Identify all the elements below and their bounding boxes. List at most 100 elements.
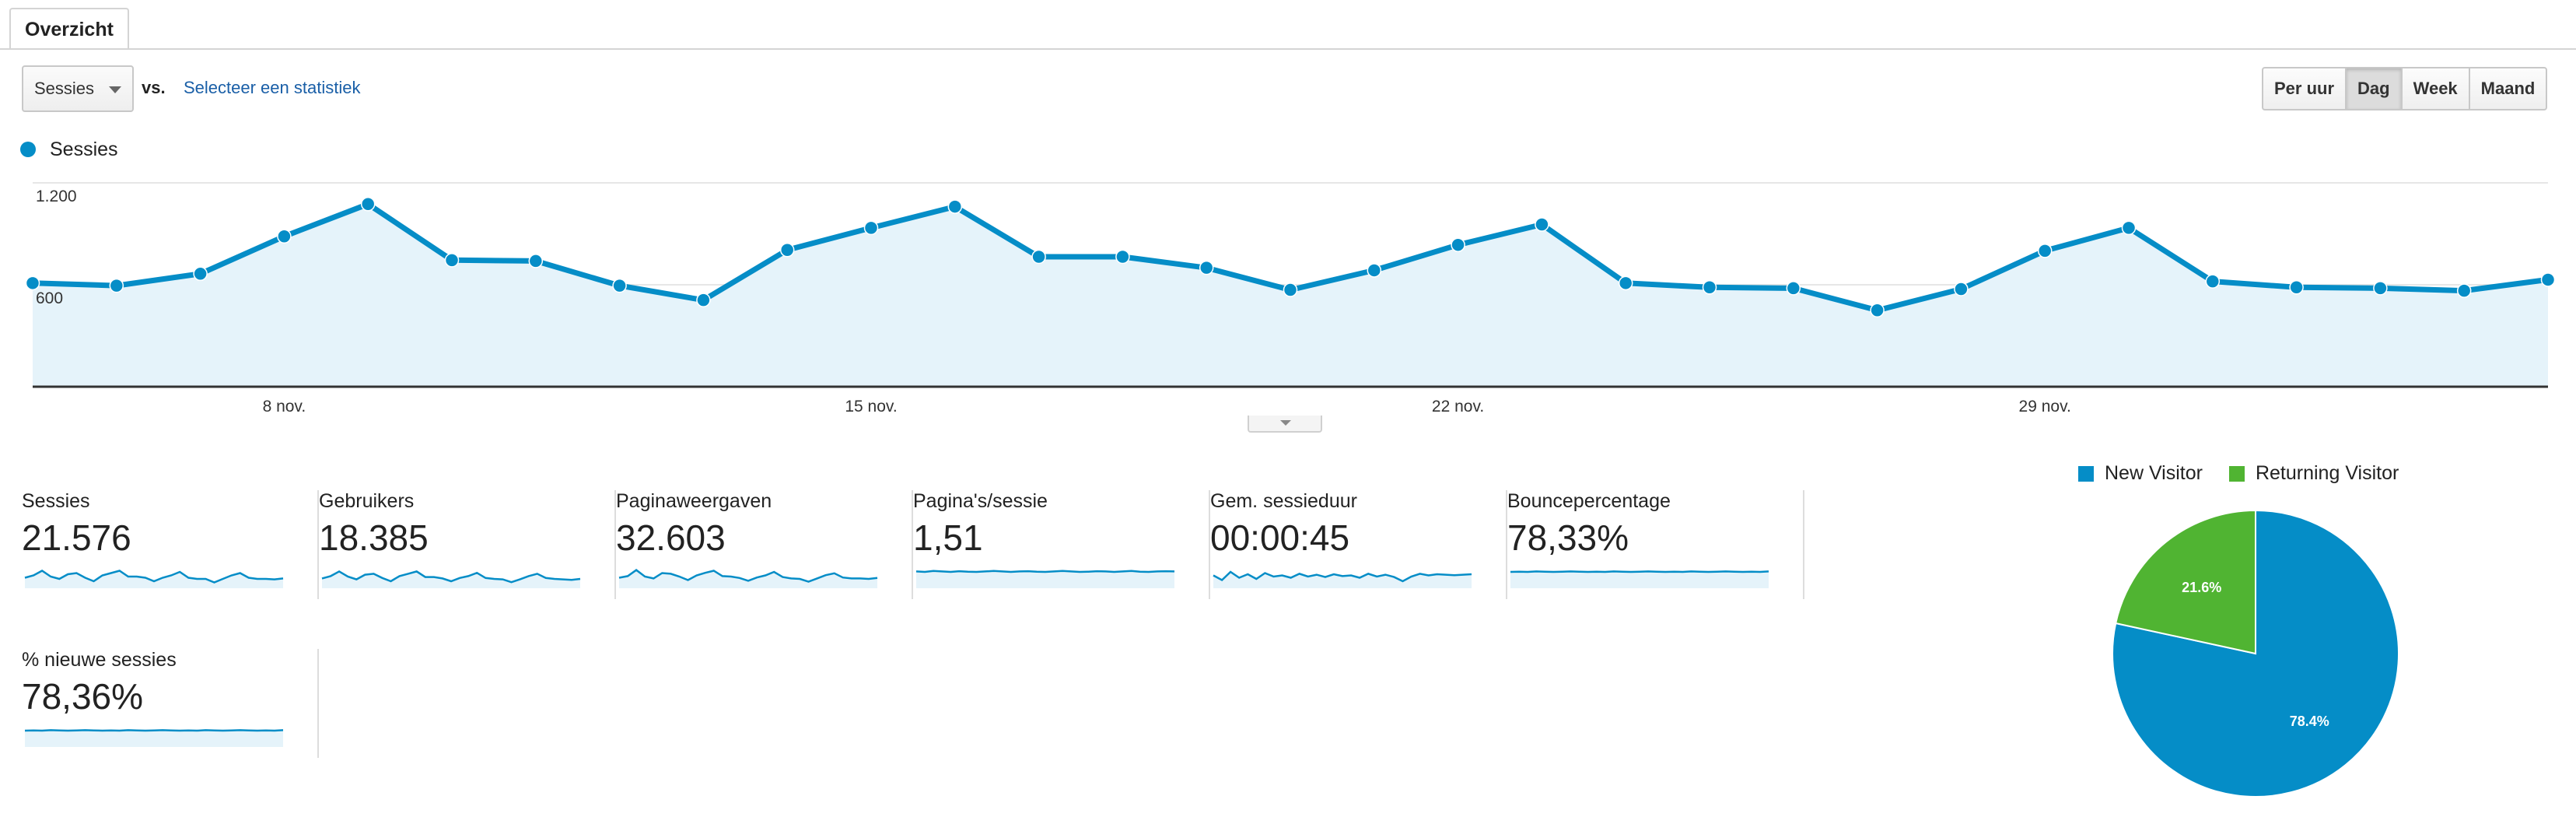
sessions-area-chart[interactable]: 1.200 600 8 nov. 15 nov. 22 nov. 29 nov. [0, 167, 2576, 416]
data-point[interactable] [1618, 275, 1633, 291]
metric-value: 1,51 [913, 517, 983, 558]
data-point[interactable] [612, 278, 627, 293]
sparkline-line [24, 570, 284, 584]
data-point[interactable] [2037, 244, 2053, 258]
y-tick-label: 1.200 [36, 188, 77, 205]
series-legend-label[interactable]: Sessies [50, 139, 118, 160]
metric-tile[interactable]: Gebruikers 18.385 [319, 490, 616, 599]
metric-sparkline [618, 569, 878, 588]
pie-legend-returning-visitor[interactable]: Returning Visitor [2255, 462, 2399, 484]
data-point[interactable] [109, 278, 124, 293]
data-point[interactable] [1870, 303, 1885, 317]
metric-value: 78,36% [22, 676, 144, 717]
metric-value: 18.385 [319, 517, 429, 558]
metric-sparkline [1510, 570, 1769, 588]
sparkline-area [619, 570, 877, 588]
chart-collapse-toggle[interactable] [1248, 416, 1322, 433]
chevron-down-icon [1280, 420, 1291, 426]
metric-label: Bouncepercentage [1507, 490, 1671, 512]
metric-sparkline [24, 729, 284, 747]
metric-label: Sessies [22, 490, 90, 512]
metric-tile[interactable]: % nieuwe sessies 78,36% [22, 649, 319, 758]
metric-tile[interactable]: Paginaweergaven 32.603 [616, 490, 913, 599]
metric-label: Gem. sessieduur [1210, 490, 1357, 512]
sparkline-area [322, 571, 580, 588]
data-point[interactable] [2373, 281, 2388, 296]
x-tick-label: 29 nov. [2019, 398, 2071, 416]
data-point[interactable] [1702, 280, 1717, 295]
data-point[interactable] [2121, 220, 2137, 236]
x-tick-label: 22 nov. [1432, 398, 1484, 416]
data-point[interactable] [360, 197, 376, 212]
tab-overzicht[interactable]: Overzicht [9, 8, 129, 48]
metric-sparkline [24, 570, 284, 588]
granularity-day-button[interactable]: Dag [2345, 67, 2403, 110]
sparkline-line [321, 570, 581, 584]
data-point[interactable] [1115, 249, 1130, 265]
pie-legend-new-visitor[interactable]: New Visitor [2105, 462, 2203, 484]
compare-metric-link[interactable]: Selecteer een statistiek [184, 78, 361, 97]
metric-label: Gebruikers [319, 490, 415, 512]
metric-select-value: Sessies [34, 79, 95, 98]
data-point[interactable] [2205, 274, 2221, 289]
y-tick-label: 600 [36, 289, 63, 307]
metric-sparkline [321, 570, 581, 588]
metric-tile[interactable]: Sessies 21.576 [22, 490, 319, 599]
data-point[interactable] [1451, 237, 1465, 252]
data-point[interactable] [1367, 263, 1382, 278]
sparkline-line [1213, 570, 1472, 583]
sparkline-line [1510, 570, 1769, 573]
metric-value: 21.576 [22, 517, 131, 558]
granularity-button-group: Per uur Dag Week Maand [2262, 67, 2548, 110]
data-point[interactable] [528, 254, 544, 268]
metric-tile[interactable]: Pagina's/sessie 1,51 [913, 490, 1210, 599]
vs-label: vs. [142, 78, 166, 97]
metric-sparkline [915, 570, 1175, 588]
metric-label: Paginaweergaven [616, 490, 772, 512]
sparkline-area [25, 730, 283, 747]
pie-slice-returning-visitor[interactable] [2115, 509, 2256, 655]
metric-tile[interactable]: Bouncepercentage 78,33% [1507, 490, 1804, 599]
sparkline-area [25, 570, 283, 588]
data-point[interactable] [1954, 282, 1969, 296]
sparkline-area [916, 570, 1174, 588]
data-point[interactable] [277, 229, 292, 244]
metric-value: 00:00:45 [1210, 517, 1350, 558]
sparkline-line [618, 569, 878, 583]
data-point[interactable] [2540, 272, 2556, 287]
data-point[interactable] [193, 266, 208, 282]
granularity-hour-button[interactable]: Per uur [2262, 67, 2347, 110]
data-point[interactable] [696, 293, 711, 307]
metric-label: % nieuwe sessies [22, 649, 177, 671]
sparkline-line [915, 570, 1175, 573]
sparkline-line [24, 729, 284, 732]
pie-legend-swatch-new [2078, 465, 2094, 482]
visitor-type-pie-chart[interactable]: 78.4% 21.6% [2100, 506, 2411, 809]
pie-legend-swatch-returning [2228, 465, 2245, 482]
data-point[interactable] [444, 253, 460, 268]
metric-select[interactable]: Sessies [22, 65, 134, 112]
data-point[interactable] [779, 242, 795, 258]
data-point[interactable] [863, 220, 879, 236]
pie-legend: New Visitor Returning Visitor [2078, 462, 2399, 485]
metric-sparkline [1213, 570, 1472, 588]
data-point[interactable] [2456, 283, 2472, 298]
data-point[interactable] [1283, 282, 1298, 297]
data-point[interactable] [1031, 249, 1046, 265]
data-point[interactable] [1199, 260, 1214, 275]
granularity-month-button[interactable]: Maand [2468, 67, 2548, 110]
x-tick-label: 15 nov. [845, 398, 897, 416]
metric-value: 78,33% [1507, 517, 1629, 558]
data-point[interactable] [2289, 280, 2304, 295]
data-point[interactable] [1535, 217, 1549, 232]
metric-value: 32.603 [616, 517, 726, 558]
data-point[interactable] [25, 275, 40, 291]
metric-tile[interactable]: Gem. sessieduur 00:00:45 [1210, 490, 1507, 599]
sparkline-area [1510, 571, 1769, 588]
pie-slice-label: 21.6% [2182, 580, 2221, 595]
series-legend-dot [20, 142, 36, 157]
data-point[interactable] [947, 199, 963, 214]
data-point[interactable] [1786, 281, 1801, 296]
chevron-down-icon [109, 86, 121, 93]
granularity-week-button[interactable]: Week [2400, 67, 2470, 110]
